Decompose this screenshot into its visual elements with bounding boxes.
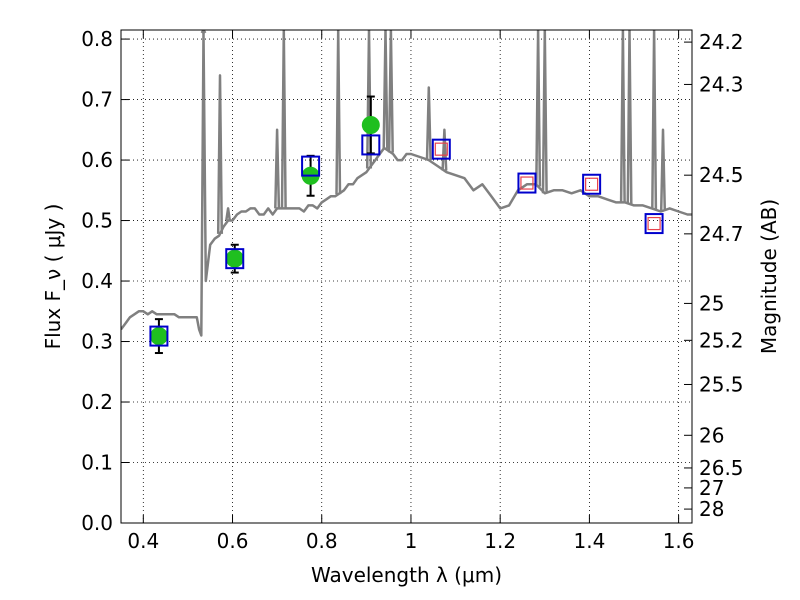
plot-frame <box>120 29 693 524</box>
right-tick-label: 25.2 <box>699 328 744 352</box>
x-axis-label: Wavelength λ (μm) <box>311 563 502 587</box>
x-tick-label: 0.4 <box>127 529 159 553</box>
y-tick-label: 0.6 <box>81 148 113 172</box>
emission-line-spike <box>541 30 548 194</box>
emission-line-spike <box>441 128 448 171</box>
right-axis-label: Magnitude (AB) <box>757 199 781 354</box>
right-tick-label: 24.2 <box>699 30 744 54</box>
right-tick-label: 25 <box>699 291 724 315</box>
x-tick-label: 1 <box>405 529 418 553</box>
emission-line-spike <box>280 30 287 209</box>
y-tick-label: 0.4 <box>81 269 113 293</box>
emission-line-spike <box>225 207 232 221</box>
spectrum-series <box>121 30 692 337</box>
x-tick-label: 0.6 <box>217 529 249 553</box>
emission-line-spike <box>659 128 667 211</box>
x-tick-label: 1.2 <box>484 529 516 553</box>
y-tick-label: 0.2 <box>81 390 113 414</box>
right-tick-label: 24.3 <box>699 72 744 96</box>
emission-line-spike <box>626 30 633 204</box>
data-point-circle <box>149 327 168 346</box>
data-point-square <box>149 325 169 347</box>
emission-line-spike <box>387 30 394 153</box>
y-tick-label: 0.3 <box>81 330 113 354</box>
data-point-square-small <box>585 177 599 191</box>
data-point-square-small <box>520 176 534 190</box>
emission-line-spike <box>535 30 542 187</box>
emission-line-spike <box>216 74 224 234</box>
right-tick-label: 24.5 <box>699 163 744 187</box>
data-point-square <box>644 213 664 235</box>
right-tick-label: 28 <box>699 497 724 521</box>
emission-line-spike <box>651 30 658 210</box>
y-tick-label: 0.8 <box>81 27 113 51</box>
right-tick-label: 26.5 <box>699 456 744 480</box>
data-point-circle <box>225 249 244 268</box>
photometry-points <box>149 95 664 355</box>
right-tick-label: 26 <box>699 423 724 447</box>
data-point-square <box>361 134 381 156</box>
y-tick-label: 0.0 <box>81 511 113 535</box>
data-point-square-small <box>434 142 448 156</box>
right-tick-label: 25.5 <box>699 372 744 396</box>
x-tick-label: 1.6 <box>663 529 695 553</box>
x-tick-label: 0.8 <box>306 529 338 553</box>
right-tick-label: 24.7 <box>699 222 744 246</box>
data-point-square <box>431 138 451 160</box>
emission-line-spike <box>274 128 281 209</box>
y-tick-label: 0.5 <box>81 209 113 233</box>
emission-line-spike <box>335 30 342 195</box>
axis-ticks: 0.4 0.6 0.8 1 1.2 1.4 1.6 0.0 0.1 0.2 0.3 0.4 0.5 0.6… <box>81 27 743 553</box>
y-tick-label: 0.7 <box>81 88 113 112</box>
y-tick-label: 0.1 <box>81 451 113 475</box>
emission-line-spike <box>200 30 207 34</box>
x-tick-label: 1.4 <box>573 529 605 553</box>
data-point-square <box>301 155 321 177</box>
spectrum-line <box>121 31 692 337</box>
emission-line-spike <box>382 30 389 149</box>
data-point-square <box>582 173 602 195</box>
y-axis-label: Flux F_ν ( μJy ) <box>41 204 65 350</box>
emission-line-spike <box>425 86 432 161</box>
emission-line-spike <box>619 30 626 203</box>
data-point-square <box>225 248 245 270</box>
right-tick-label: 27 <box>699 476 724 500</box>
data-point-circle <box>361 115 380 134</box>
data-point-square-small <box>647 216 661 231</box>
data-point-square <box>517 172 537 194</box>
